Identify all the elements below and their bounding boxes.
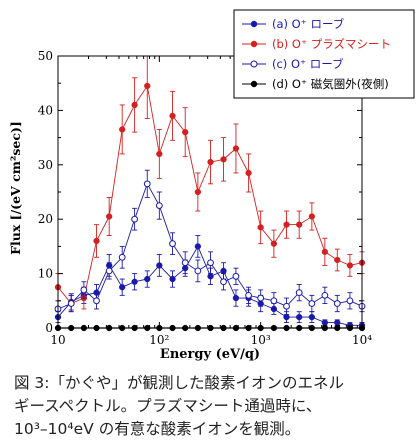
data-point [333, 300, 341, 307]
legend-label-1: (b) O⁺ プラズマシート [272, 37, 391, 51]
data-point [194, 243, 202, 250]
series-0 [54, 235, 366, 329]
data-point [245, 291, 252, 299]
data-point [119, 126, 126, 133]
data-point [257, 224, 264, 231]
data-point [220, 278, 227, 286]
data-point [207, 259, 214, 267]
data-point [283, 313, 290, 321]
data-point [169, 240, 176, 248]
y-tick-label: 20 [38, 212, 53, 226]
data-point [334, 256, 341, 264]
x-tick-label: 10⁴ [352, 333, 372, 347]
data-point [283, 221, 290, 228]
data-point [245, 169, 252, 177]
legend-swatch-marker [250, 20, 258, 28]
series-2 [54, 169, 366, 318]
legend-label-2: (c) O⁺ ローブ [272, 57, 344, 71]
data-point [207, 158, 214, 166]
data-point [308, 213, 316, 220]
data-point [131, 101, 138, 109]
y-tick-label: 40 [38, 103, 53, 117]
legend: (a) O⁺ ローブ (b) O⁺ プラズマシート (c) O⁺ ローブ (d) O⁺… [233, 9, 415, 99]
y-tick-label: 10 [38, 267, 53, 281]
data-point [156, 262, 163, 269]
legend-label-3: (d) O⁺ 磁気圏外(夜側) [272, 77, 389, 91]
data-point [156, 150, 163, 158]
data-point [296, 313, 303, 321]
series-line [57, 84, 363, 305]
data-point [194, 188, 202, 196]
data-point [346, 297, 354, 305]
data-point [105, 267, 113, 275]
x-tick-label: 10³ [251, 333, 271, 347]
legend-swatch-marker [250, 60, 258, 68]
x-axis-label: Energy (eV/q) [160, 347, 260, 362]
legend-box [233, 9, 415, 99]
data-point [155, 202, 163, 210]
caption-line-1: 図 3:「かぐや」が観測した酸素イオンのエネル [14, 374, 345, 392]
y-axis-label: Flux [/(eV cm²sec)] [8, 121, 23, 255]
data-point [334, 319, 341, 326]
data-point [118, 253, 126, 261]
data-point [220, 156, 227, 163]
data-point [194, 267, 202, 275]
data-point [144, 275, 151, 283]
data-point [321, 248, 329, 255]
data-point [181, 259, 189, 267]
caption-line-2: ギースペクトル。プラズマシート通過時に、 [14, 397, 322, 415]
data-point [346, 262, 354, 269]
data-point [321, 291, 329, 299]
series-1 [54, 55, 366, 313]
data-point [270, 297, 278, 305]
data-point [232, 145, 240, 152]
data-point [295, 289, 303, 297]
x-tick-label: 10 [50, 333, 65, 347]
data-point [182, 129, 189, 136]
x-tick-label: 10² [149, 333, 169, 347]
data-point [169, 112, 176, 119]
legend-label-0: (a) O⁺ ローブ [272, 17, 345, 31]
data-point [308, 313, 316, 321]
series-line [57, 182, 363, 310]
data-point [308, 300, 316, 307]
data-point [232, 294, 240, 302]
data-point [321, 319, 329, 326]
legend-swatch-marker [250, 80, 258, 88]
data-point [169, 275, 176, 283]
y-tick-label: 50 [38, 49, 53, 63]
data-point [270, 240, 278, 247]
data-point [220, 267, 227, 275]
data-point [131, 215, 138, 223]
data-point [207, 273, 214, 280]
legend-swatch-marker [250, 40, 258, 48]
data-point [296, 221, 303, 228]
data-point [67, 300, 75, 307]
data-point [283, 302, 290, 310]
y-tick-label: 0 [45, 321, 53, 335]
data-point [257, 294, 265, 302]
caption-line-3: 10³–10⁴eV の有意な酸素イオンを観測。 [14, 420, 301, 438]
y-tick-label: 30 [38, 158, 53, 172]
data-point [106, 213, 113, 220]
data-point [119, 284, 126, 291]
data-point [131, 278, 138, 285]
data-point [80, 286, 88, 294]
data-point [144, 82, 151, 90]
data-point [93, 297, 100, 305]
figure-caption: 図 3:「かぐや」が観測した酸素イオンのエネル ギースペクトル。プラズマシート通… [14, 372, 414, 441]
series-line [57, 245, 362, 326]
data-point [143, 180, 151, 188]
data-point [232, 272, 240, 280]
data-point [93, 237, 100, 245]
